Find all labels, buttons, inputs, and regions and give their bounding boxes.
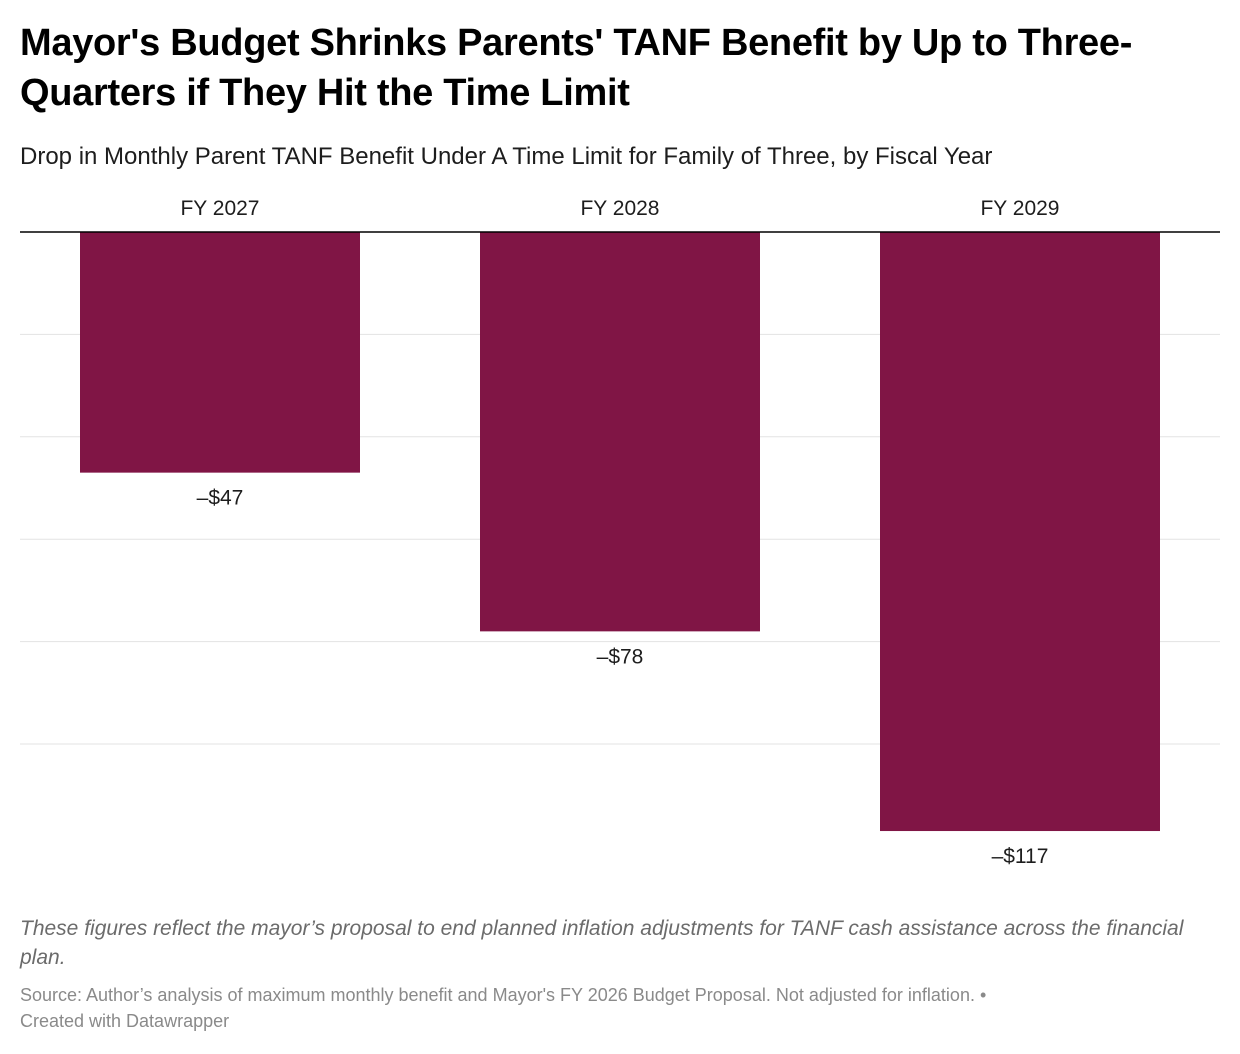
bars bbox=[80, 232, 1160, 832]
separator-dot: • bbox=[979, 985, 987, 1005]
bar-fy-2027 bbox=[80, 232, 360, 473]
bar-fy-2029 bbox=[880, 232, 1160, 832]
credit-text: Created with Datawrapper bbox=[20, 1011, 230, 1031]
chart-notes: These figures reflect the mayor’s propos… bbox=[20, 917, 1184, 969]
bar-fy-2028 bbox=[480, 232, 760, 632]
category-label: FY 2028 bbox=[580, 197, 659, 220]
source-line: Source: Author’s analysis of maximum mon… bbox=[20, 982, 1220, 1034]
labels: FY 2027 –$47 FY 2028 –$78 FY 2029 –$117 bbox=[180, 197, 1059, 868]
chart-title: Mayor's Budget Shrinks Parents' TANF Ben… bbox=[20, 22, 1133, 114]
category-label: FY 2029 bbox=[980, 197, 1059, 220]
value-label: –$117 bbox=[992, 845, 1049, 868]
source-text: Source: Author’s analysis of maximum mon… bbox=[20, 985, 975, 1005]
value-label: –$47 bbox=[197, 487, 244, 510]
chart-subtitle: Drop in Monthly Parent TANF Benefit Unde… bbox=[20, 143, 993, 170]
bar-chart: FY 2027 –$47 FY 2028 –$78 FY 2029 –$117 bbox=[20, 197, 1220, 868]
category-label: FY 2027 bbox=[180, 197, 259, 220]
value-label: –$78 bbox=[597, 645, 644, 668]
